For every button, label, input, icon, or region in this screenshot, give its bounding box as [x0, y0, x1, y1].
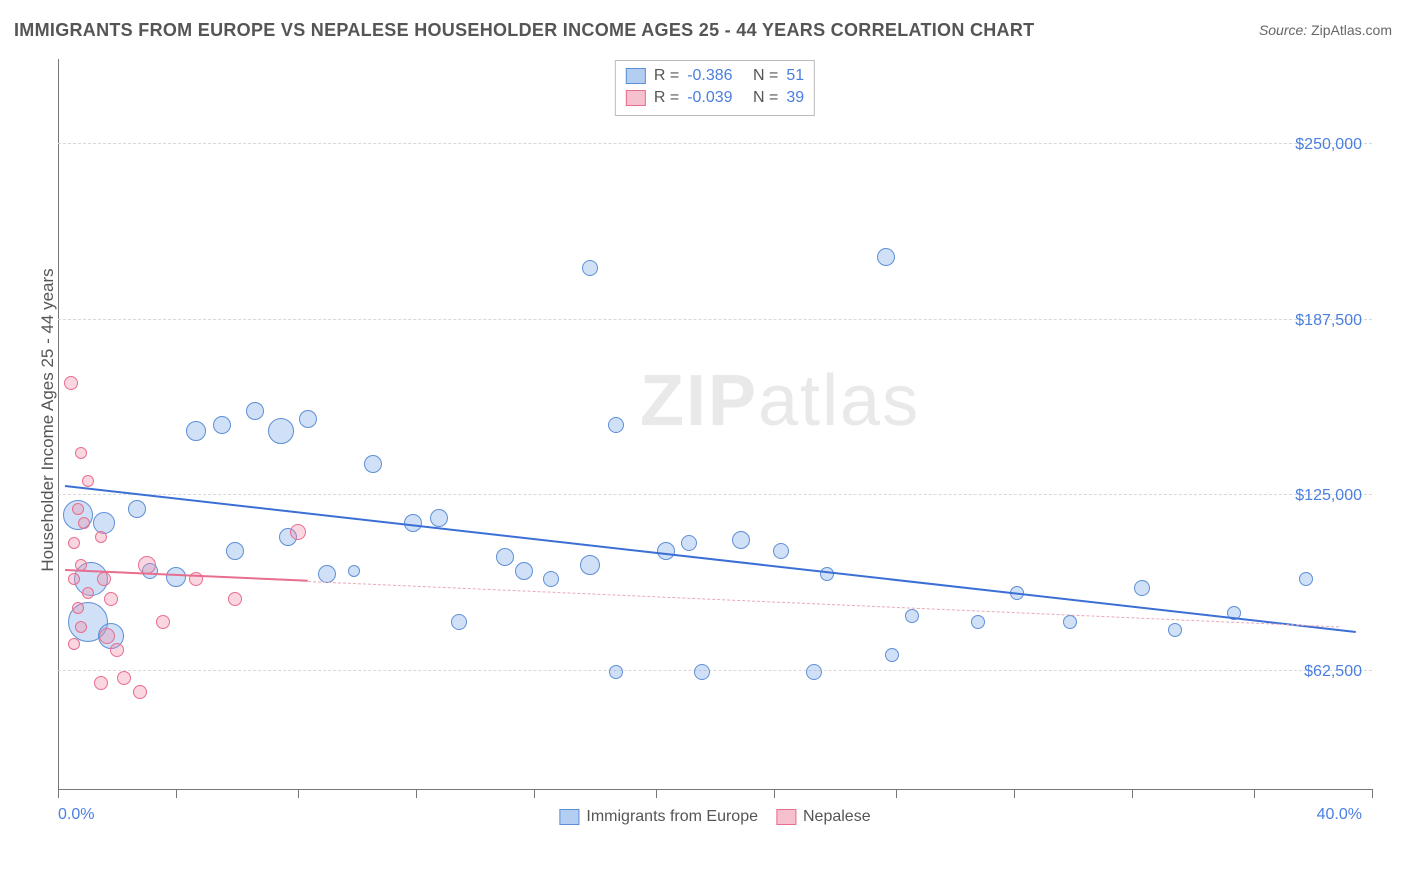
legend-item: Immigrants from Europe — [559, 808, 758, 826]
gridline — [58, 670, 1372, 671]
x-tick — [534, 790, 535, 798]
legend-stats-row: R = -0.386 N = 51 — [626, 65, 804, 87]
r-value-pink: -0.039 — [687, 87, 732, 109]
data-point — [99, 628, 115, 644]
swatch-blue-icon — [626, 68, 646, 84]
data-point — [104, 592, 118, 606]
gridline — [58, 494, 1372, 495]
source-label: Source: — [1259, 22, 1307, 38]
data-point — [75, 447, 87, 459]
x-tick — [656, 790, 657, 798]
data-point — [72, 503, 84, 515]
swatch-pink-icon — [776, 809, 796, 825]
data-point — [451, 614, 467, 630]
data-point — [971, 615, 985, 629]
gridline — [58, 143, 1372, 144]
correlation-chart: Householder Income Ages 25 - 44 years ZI… — [50, 60, 1380, 830]
data-point — [1134, 580, 1150, 596]
x-tick — [416, 790, 417, 798]
data-point — [246, 402, 264, 420]
x-axis-max-label: 40.0% — [1317, 806, 1362, 824]
chart-title: IMMIGRANTS FROM EUROPE VS NEPALESE HOUSE… — [14, 20, 1034, 41]
x-tick — [1372, 790, 1373, 798]
data-point — [773, 543, 789, 559]
plot-area-border — [58, 59, 1373, 790]
x-tick — [1132, 790, 1133, 798]
legend-stats: R = -0.386 N = 51 R = -0.039 N = 39 — [615, 60, 815, 116]
data-point — [806, 664, 822, 680]
x-tick — [774, 790, 775, 798]
data-point — [72, 602, 84, 614]
n-label: N = — [753, 87, 778, 109]
r-value-blue: -0.386 — [687, 65, 732, 87]
gridline — [58, 319, 1372, 320]
data-point — [299, 410, 317, 428]
x-tick — [1014, 790, 1015, 798]
data-point — [496, 548, 514, 566]
legend-label: Nepalese — [803, 808, 871, 826]
data-point — [64, 376, 78, 390]
y-tick-label: $125,000 — [1295, 487, 1362, 505]
y-tick-label: $187,500 — [1295, 312, 1362, 330]
legend-label: Immigrants from Europe — [586, 808, 758, 826]
data-point — [95, 531, 107, 543]
data-point — [82, 475, 94, 487]
data-point — [82, 587, 94, 599]
data-point — [156, 615, 170, 629]
data-point — [186, 421, 206, 441]
data-point — [94, 676, 108, 690]
legend-stats-row: R = -0.039 N = 39 — [626, 87, 804, 109]
legend-series: Immigrants from Europe Nepalese — [559, 808, 870, 826]
data-point — [1063, 615, 1077, 629]
data-point — [820, 567, 834, 581]
n-label: N = — [753, 65, 778, 87]
data-point — [905, 609, 919, 623]
data-point — [430, 509, 448, 527]
x-tick — [896, 790, 897, 798]
data-point — [110, 643, 124, 657]
swatch-blue-icon — [559, 809, 579, 825]
n-value-blue: 51 — [786, 65, 804, 87]
x-tick — [176, 790, 177, 798]
n-value-pink: 39 — [786, 87, 804, 109]
data-point — [582, 260, 598, 276]
x-axis-min-label: 0.0% — [58, 806, 94, 824]
y-axis-title: Householder Income Ages 25 - 44 years — [38, 30, 58, 810]
data-point — [1168, 623, 1182, 637]
data-point — [348, 565, 360, 577]
source-attribution: Source: ZipAtlas.com — [1259, 22, 1392, 38]
data-point — [694, 664, 710, 680]
data-point — [681, 535, 697, 551]
r-label: R = — [654, 65, 679, 87]
legend-item: Nepalese — [776, 808, 871, 826]
data-point — [166, 567, 186, 587]
data-point — [877, 248, 895, 266]
data-point — [133, 685, 147, 699]
swatch-pink-icon — [626, 90, 646, 106]
source-value: ZipAtlas.com — [1311, 22, 1392, 38]
x-tick — [298, 790, 299, 798]
x-tick — [1254, 790, 1255, 798]
r-label: R = — [654, 87, 679, 109]
data-point — [268, 418, 294, 444]
data-point — [290, 524, 306, 540]
x-tick — [58, 790, 59, 798]
data-point — [117, 671, 131, 685]
y-tick-label: $62,500 — [1304, 663, 1362, 681]
data-point — [128, 500, 146, 518]
y-tick-label: $250,000 — [1295, 136, 1362, 154]
